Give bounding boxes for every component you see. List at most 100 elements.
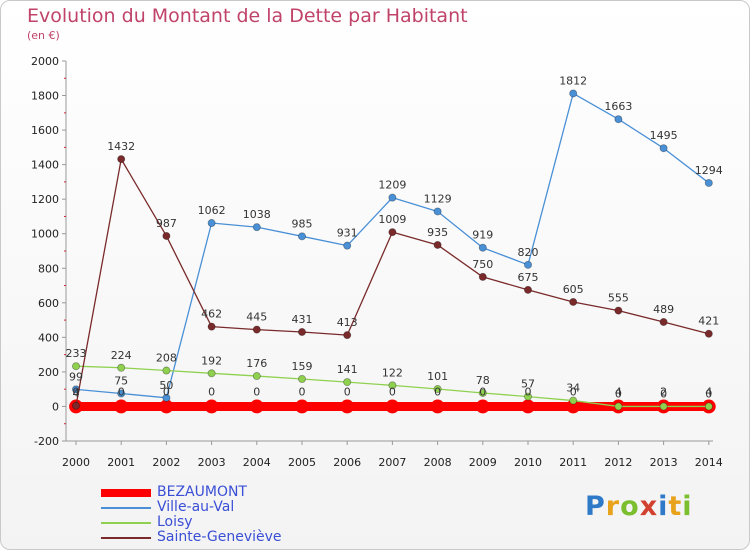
x-tick-label: 2007 [378, 456, 406, 469]
legend-label: Sainte-Geneviève [157, 529, 282, 545]
data-point [524, 260, 533, 269]
data-point [614, 115, 623, 124]
data-label: 1495 [650, 129, 678, 142]
data-point [475, 399, 490, 414]
data-point [117, 155, 126, 164]
data-point [524, 285, 533, 294]
y-tick-label: 0 [52, 400, 59, 413]
data-point [521, 399, 535, 414]
data-label: 34 [566, 382, 580, 395]
data-label: 413 [337, 316, 358, 329]
data-label: 233 [66, 347, 87, 360]
data-point [433, 240, 442, 249]
legend-swatch [101, 537, 151, 539]
data-point [297, 328, 306, 337]
x-tick-label: 2008 [424, 456, 452, 469]
data-label: 57 [521, 378, 535, 391]
data-label: 0 [525, 385, 532, 398]
x-tick-label: 2014 [695, 456, 723, 469]
logo-letter: i [658, 491, 669, 522]
data-point [614, 402, 623, 411]
legend-item: Sainte-Geneviève [101, 530, 282, 545]
data-label: 1432 [107, 140, 135, 153]
data-point [207, 322, 216, 331]
data-label: 919 [472, 229, 493, 242]
data-point [252, 372, 261, 381]
logo-letter: r [605, 491, 621, 522]
y-tick-label: 800 [38, 262, 59, 275]
data-label: 99 [69, 370, 83, 383]
data-label: 605 [563, 283, 584, 296]
data-label: 224 [111, 349, 132, 362]
legend-label: Ville-au-Val [157, 499, 235, 515]
data-point [295, 399, 309, 414]
data-label: 1129 [424, 192, 452, 205]
data-label: 4 [705, 385, 712, 398]
y-tick-label: 1800 [31, 90, 59, 103]
data-point [72, 362, 81, 371]
data-point [659, 144, 668, 153]
data-point [430, 399, 445, 414]
data-label: 985 [292, 217, 313, 230]
data-label: 1294 [695, 164, 723, 177]
data-label: 421 [698, 315, 719, 328]
data-point [252, 325, 261, 334]
data-label: 1812 [559, 74, 587, 87]
data-label: 122 [382, 366, 403, 379]
legend-item: Ville-au-Val [101, 500, 282, 515]
data-label: 1663 [604, 100, 632, 113]
data-label: 78 [476, 374, 490, 387]
chart-subtitle: (en €) [27, 29, 60, 42]
data-label: 0 [208, 385, 215, 398]
data-point [297, 374, 306, 383]
data-point [385, 399, 400, 414]
y-tick-label: 600 [38, 297, 59, 310]
data-label: 4 [73, 387, 80, 400]
data-point [72, 401, 81, 410]
x-tick-label: 2002 [152, 456, 180, 469]
data-label: 431 [292, 313, 313, 326]
data-label: 820 [518, 246, 539, 259]
data-point [524, 392, 533, 401]
x-tick-label: 2010 [514, 456, 542, 469]
data-label: 462 [201, 308, 222, 321]
data-label: 0 [73, 385, 80, 398]
data-label: 675 [518, 271, 539, 284]
data-point [614, 306, 623, 315]
data-point [207, 219, 216, 228]
data-point [388, 193, 397, 202]
data-label: 50 [159, 379, 173, 392]
data-point [114, 399, 129, 414]
data-label: 0 [705, 387, 712, 400]
data-label: 0 [344, 385, 351, 398]
data-point [340, 399, 355, 414]
logo-letter: t [668, 491, 683, 522]
data-label: 0 [253, 385, 260, 398]
data-point [704, 402, 713, 411]
y-tick-label: 400 [38, 331, 59, 344]
data-point [162, 393, 171, 402]
data-point [388, 228, 397, 237]
legend-item: Loisy [101, 515, 282, 530]
data-label: 1062 [198, 204, 226, 217]
data-label: 1038 [243, 208, 271, 221]
data-point [569, 297, 578, 306]
data-label: 2 [660, 385, 667, 398]
y-tick-label: 200 [38, 366, 59, 379]
data-label: 0 [570, 385, 577, 398]
data-label: 1009 [378, 213, 406, 226]
data-point [343, 331, 352, 340]
y-tick-label: 2000 [31, 55, 59, 68]
x-tick-label: 2012 [604, 456, 632, 469]
data-point [343, 241, 352, 250]
data-point [704, 178, 713, 187]
data-point [478, 388, 487, 397]
x-tick-label: 2000 [62, 456, 90, 469]
y-tick-label: 1200 [31, 193, 59, 206]
data-label: 0 [434, 385, 441, 398]
data-point [433, 385, 442, 394]
data-point [343, 378, 352, 387]
data-label: 750 [472, 258, 493, 271]
legend-item: BEZAUMONT [101, 485, 282, 500]
